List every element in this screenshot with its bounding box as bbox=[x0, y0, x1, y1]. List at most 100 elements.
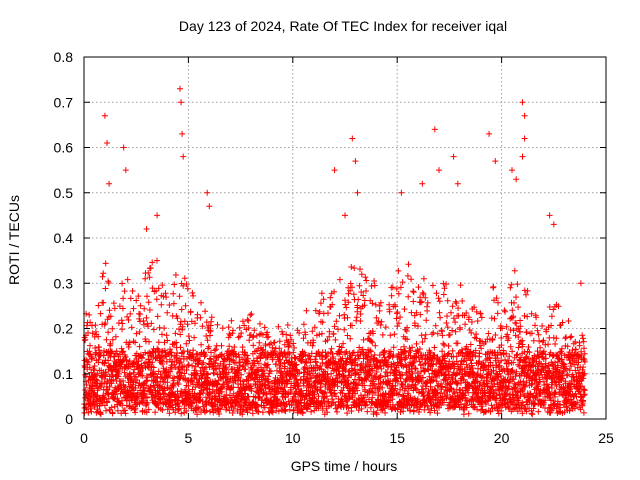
roti-point bbox=[400, 408, 407, 415]
roti-point bbox=[377, 380, 384, 386]
roti-point bbox=[376, 303, 383, 309]
roti-point bbox=[275, 388, 282, 395]
roti-point bbox=[226, 343, 233, 350]
roti-point bbox=[490, 283, 497, 290]
roti-point bbox=[286, 342, 293, 349]
roti-point bbox=[223, 364, 229, 371]
roti-point bbox=[577, 406, 584, 413]
roti-point bbox=[469, 353, 476, 360]
roti-point bbox=[317, 384, 324, 391]
roti-point bbox=[412, 365, 418, 372]
roti-point bbox=[405, 261, 412, 268]
roti-point bbox=[482, 409, 488, 415]
roti-point bbox=[371, 278, 378, 284]
roti-point bbox=[372, 342, 379, 349]
roti-point bbox=[511, 267, 518, 274]
roti-point bbox=[354, 387, 361, 394]
roti-point bbox=[382, 324, 389, 331]
roti-point bbox=[195, 379, 202, 386]
roti-point bbox=[579, 383, 585, 390]
roti-point bbox=[323, 393, 330, 400]
roti-point bbox=[179, 130, 186, 137]
roti-point bbox=[489, 336, 496, 342]
roti-point bbox=[139, 355, 145, 362]
roti-point bbox=[274, 367, 280, 374]
roti-point bbox=[369, 300, 376, 307]
roti-point bbox=[443, 281, 450, 288]
roti-point bbox=[417, 311, 424, 318]
roti-point bbox=[478, 314, 485, 321]
roti-point bbox=[417, 299, 424, 306]
roti-point bbox=[528, 381, 535, 388]
roti-point bbox=[535, 331, 542, 338]
roti-point bbox=[300, 335, 307, 342]
roti-point bbox=[138, 398, 145, 405]
roti-point bbox=[245, 325, 252, 331]
roti-point bbox=[103, 407, 109, 414]
roti-point bbox=[449, 347, 456, 354]
roti-point bbox=[524, 287, 531, 294]
roti-point bbox=[522, 383, 529, 390]
roti-point bbox=[242, 366, 249, 373]
roti-point bbox=[308, 408, 315, 415]
roti-point bbox=[284, 322, 291, 328]
roti-point bbox=[342, 367, 349, 374]
roti-point bbox=[540, 337, 547, 344]
roti-point bbox=[126, 358, 133, 365]
roti-point bbox=[267, 368, 274, 375]
roti-point bbox=[400, 402, 407, 409]
roti-point bbox=[423, 317, 430, 324]
roti-point bbox=[413, 340, 420, 347]
roti-point bbox=[189, 378, 196, 385]
roti-point bbox=[445, 343, 452, 349]
roti-point bbox=[349, 135, 356, 142]
roti-point bbox=[310, 339, 317, 346]
roti-point bbox=[482, 357, 489, 364]
roti-point bbox=[519, 341, 526, 348]
roti-point bbox=[102, 260, 109, 267]
roti-point bbox=[546, 388, 553, 395]
roti-point bbox=[420, 374, 426, 381]
roti-point bbox=[250, 342, 257, 349]
roti-point bbox=[453, 371, 460, 378]
roti-point bbox=[409, 344, 416, 351]
roti-point bbox=[185, 383, 192, 389]
roti-point bbox=[548, 322, 555, 329]
roti-point bbox=[506, 353, 513, 360]
roti-point bbox=[394, 309, 401, 316]
roti-point bbox=[316, 331, 323, 338]
roti-point bbox=[255, 408, 262, 415]
roti-point bbox=[485, 398, 491, 405]
roti-point bbox=[438, 386, 445, 393]
roti-point bbox=[302, 351, 309, 358]
roti-point bbox=[294, 382, 301, 389]
roti-point bbox=[170, 383, 177, 390]
roti-point bbox=[531, 352, 538, 359]
roti-point bbox=[453, 300, 460, 307]
roti-point bbox=[519, 387, 526, 394]
roti-point bbox=[409, 376, 416, 383]
roti-point bbox=[319, 407, 326, 414]
roti-point bbox=[190, 292, 197, 299]
roti-point bbox=[488, 402, 495, 409]
roti-point bbox=[542, 397, 549, 404]
roti-point bbox=[112, 333, 119, 340]
roti-point bbox=[424, 299, 431, 306]
roti-point bbox=[132, 339, 139, 346]
roti-point bbox=[157, 391, 164, 398]
roti-point bbox=[513, 352, 520, 359]
roti-point bbox=[487, 408, 494, 415]
roti-point bbox=[261, 370, 268, 377]
roti-point bbox=[369, 367, 376, 374]
roti-point bbox=[120, 377, 126, 384]
roti-point bbox=[119, 280, 126, 287]
roti-point bbox=[208, 349, 214, 356]
roti-point bbox=[455, 305, 462, 312]
roti-point bbox=[514, 281, 521, 288]
roti-point bbox=[395, 290, 402, 297]
roti-point bbox=[505, 383, 512, 390]
roti-point bbox=[166, 386, 173, 393]
roti-point bbox=[302, 331, 309, 338]
roti-point bbox=[244, 352, 251, 359]
roti-point bbox=[250, 357, 257, 364]
